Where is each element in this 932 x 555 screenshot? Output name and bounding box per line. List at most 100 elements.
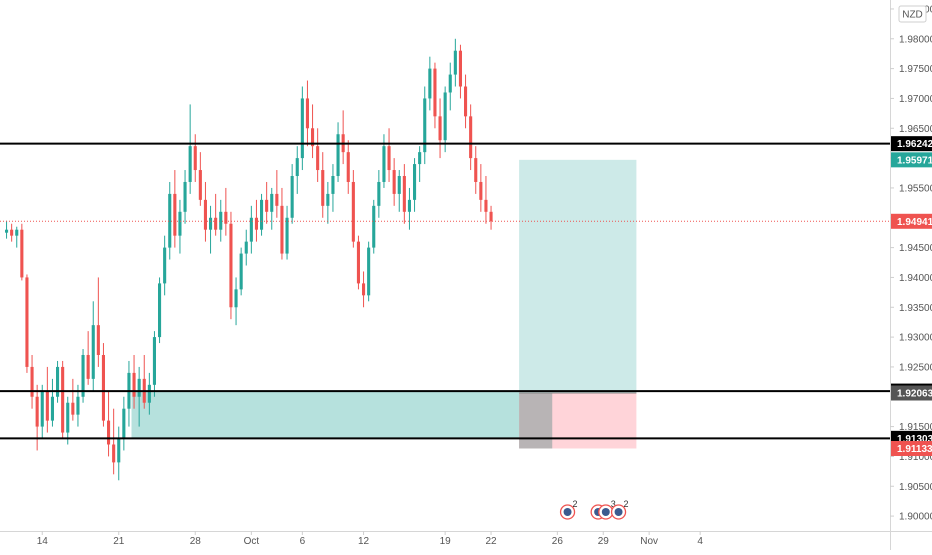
candle-body bbox=[295, 158, 299, 177]
candle-body bbox=[137, 378, 141, 397]
candle-body bbox=[224, 211, 228, 224]
event-globe-icon bbox=[563, 508, 572, 516]
candle-body bbox=[122, 408, 126, 439]
candle-body bbox=[474, 158, 478, 182]
candle-body bbox=[438, 116, 442, 141]
y-tick-label: 1.93500 bbox=[899, 303, 932, 314]
y-tick-label: 1.97000 bbox=[899, 94, 932, 105]
candle-body bbox=[479, 181, 483, 200]
price-label-bg bbox=[891, 152, 932, 168]
candle-body bbox=[249, 217, 253, 242]
candle-body bbox=[158, 283, 162, 338]
candle-body bbox=[489, 211, 493, 222]
x-tick-label: 14 bbox=[37, 536, 49, 547]
candle-body bbox=[270, 193, 274, 212]
x-tick-label: 6 bbox=[300, 536, 306, 547]
candle-body bbox=[428, 68, 432, 99]
candle-body bbox=[244, 241, 248, 254]
x-tick-label: Nov bbox=[640, 536, 658, 547]
candle-body bbox=[193, 146, 197, 171]
candle-body bbox=[372, 205, 376, 248]
candle-body bbox=[76, 396, 80, 415]
event-count: 2 bbox=[624, 499, 629, 509]
candle-body bbox=[198, 170, 202, 200]
price-label: 1.92063 bbox=[891, 385, 932, 401]
candle-body bbox=[25, 277, 29, 367]
x-tick-label: 22 bbox=[485, 536, 497, 547]
demand-zone bbox=[131, 391, 520, 439]
candle-body bbox=[367, 247, 371, 296]
candle-body bbox=[35, 396, 39, 427]
currency-label: NZD bbox=[902, 10, 923, 21]
candle-body bbox=[209, 217, 213, 230]
candle-body bbox=[392, 170, 396, 194]
candle-body bbox=[356, 241, 360, 284]
x-tick-label: 28 bbox=[190, 536, 202, 547]
price-label-bg bbox=[891, 385, 932, 401]
candle-body bbox=[10, 229, 14, 236]
candle-body bbox=[300, 98, 304, 159]
candle-body bbox=[336, 134, 340, 177]
candle-body bbox=[346, 152, 350, 182]
price-label-bg bbox=[891, 440, 932, 456]
candle-body bbox=[163, 247, 167, 284]
candle-body bbox=[433, 68, 437, 117]
price-label-bg bbox=[891, 136, 932, 152]
candle-body bbox=[173, 193, 177, 236]
y-tick-label: 1.98000 bbox=[899, 34, 932, 45]
candle-body bbox=[290, 176, 294, 218]
price-label: 1.95971 bbox=[891, 152, 932, 168]
candle-body bbox=[15, 229, 19, 236]
candle-body bbox=[453, 50, 457, 75]
y-tick-label: 1.91500 bbox=[899, 422, 932, 433]
candle-body bbox=[448, 74, 452, 93]
candle-body bbox=[96, 325, 100, 355]
price-label-text: 1.95971 bbox=[897, 155, 932, 166]
candle-body bbox=[229, 223, 233, 308]
candle-body bbox=[326, 193, 330, 206]
price-label-text: 1.94941 bbox=[897, 217, 932, 228]
candle-body bbox=[458, 50, 462, 87]
y-tick-label: 1.93000 bbox=[899, 333, 932, 344]
event-count: 3 bbox=[611, 499, 616, 509]
y-tick-label: 1.94000 bbox=[899, 273, 932, 284]
candle-body bbox=[275, 193, 279, 206]
x-tick-label: 21 bbox=[113, 536, 125, 547]
target-zone bbox=[519, 159, 637, 393]
candle-body bbox=[86, 354, 90, 379]
candle-body bbox=[260, 199, 264, 230]
currency-badge bbox=[898, 5, 927, 23]
candle-body bbox=[402, 176, 406, 212]
candle-body bbox=[183, 181, 187, 212]
price-label: 1.91133 bbox=[891, 440, 932, 456]
candle-body bbox=[418, 152, 422, 165]
candle-body bbox=[219, 211, 223, 230]
candle-body bbox=[107, 420, 111, 445]
candle-body bbox=[254, 217, 258, 230]
candle-body bbox=[5, 229, 9, 233]
candle-body bbox=[407, 199, 411, 212]
candle-body bbox=[112, 444, 116, 463]
x-tick-label: 19 bbox=[440, 536, 452, 547]
x-tick-label: 4 bbox=[697, 536, 703, 547]
candle-body bbox=[377, 181, 381, 206]
candle-body bbox=[239, 253, 243, 290]
candle-body bbox=[234, 289, 238, 308]
price-label-bg bbox=[891, 213, 932, 229]
candle-body bbox=[321, 170, 325, 206]
candle-body bbox=[188, 146, 192, 182]
candle-body bbox=[280, 205, 284, 254]
candle-body bbox=[311, 128, 315, 147]
candle-body bbox=[30, 366, 34, 397]
candle-body bbox=[152, 337, 156, 385]
x-tick-label: Oct bbox=[244, 536, 260, 547]
candle-body bbox=[351, 181, 355, 242]
y-tick-label: 1.91000 bbox=[899, 452, 932, 463]
candle-body bbox=[50, 396, 54, 421]
candle-body bbox=[362, 283, 366, 296]
y-tick-label: 1.94500 bbox=[899, 243, 932, 254]
candle-body bbox=[397, 176, 401, 194]
candle-body bbox=[285, 217, 289, 254]
candle-body bbox=[423, 98, 427, 153]
